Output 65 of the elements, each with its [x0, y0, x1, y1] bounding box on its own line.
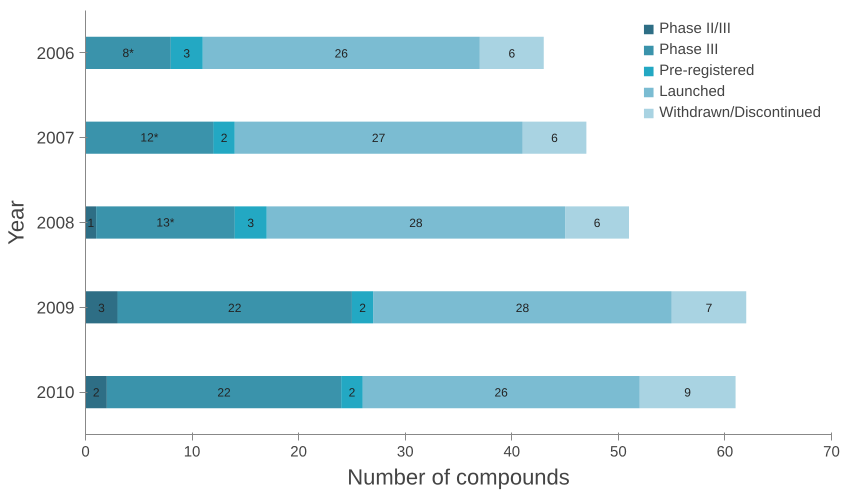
data-label: 12* — [140, 130, 159, 145]
data-label: 22 — [217, 386, 232, 400]
data-label: 28 — [516, 300, 530, 315]
data-label: 27 — [372, 131, 386, 146]
x-tick-label: 60 — [716, 444, 734, 460]
data-label: 3 — [98, 300, 106, 315]
data-label: 7 — [706, 300, 713, 315]
data-label: 2 — [220, 131, 228, 146]
bar — [96, 206, 235, 239]
x-tick-label: 50 — [610, 444, 627, 460]
bar — [640, 376, 736, 408]
bar — [86, 291, 118, 324]
legend-label: Pre-registered — [659, 62, 754, 79]
data-label: 26 — [494, 386, 508, 400]
bar — [86, 122, 214, 154]
legend-label: Phase III — [659, 41, 718, 58]
bar — [352, 291, 374, 324]
y-tick-label: 2009 — [36, 298, 75, 318]
bar — [266, 206, 566, 239]
bar — [362, 376, 640, 408]
bar — [672, 291, 746, 324]
x-tick-label: 10 — [184, 444, 200, 460]
data-label: 28 — [409, 216, 423, 230]
bar — [86, 36, 171, 70]
x-tick-label: 70 — [823, 444, 840, 460]
x-tick-label: 40 — [503, 444, 520, 460]
y-tick-label: 2006 — [36, 44, 75, 63]
data-label: 1 — [87, 216, 94, 230]
bar — [202, 36, 480, 70]
data-label: 13* — [156, 216, 175, 230]
bar — [213, 122, 235, 154]
data-label: 6 — [594, 216, 601, 230]
bar — [341, 376, 363, 408]
legend-label: Withdrawn/Discontinued — [659, 104, 821, 121]
data-label: 9 — [684, 386, 692, 400]
bar — [117, 291, 352, 324]
bar — [565, 206, 630, 239]
data-label: 6 — [551, 131, 558, 146]
legend-label: Phase II/III — [659, 20, 731, 37]
y-axis-title: Year — [4, 200, 29, 245]
bar — [234, 122, 522, 154]
y-tick-label: 2008 — [36, 214, 75, 232]
data-label: 2 — [348, 386, 356, 400]
x-tick-label: 20 — [290, 444, 307, 460]
data-label: 3 — [183, 46, 190, 60]
bar — [170, 36, 203, 70]
x-axis-title: Number of compounds — [347, 464, 570, 490]
legend-label: Launched — [659, 83, 726, 100]
y-tick-label: 2007 — [36, 128, 75, 148]
bar — [480, 36, 544, 70]
y-tick-label: 2010 — [36, 383, 75, 402]
x-tick-label: 30 — [396, 444, 414, 460]
data-label: 8* — [122, 46, 134, 60]
x-tick-label: 0 — [81, 444, 90, 460]
bar — [373, 291, 672, 324]
bar — [234, 206, 267, 239]
data-label: 3 — [247, 216, 254, 230]
data-label: 22 — [228, 300, 242, 315]
data-label: 2 — [359, 300, 366, 315]
data-label: 6 — [508, 46, 516, 60]
data-label: 2 — [92, 386, 100, 400]
bar — [522, 122, 586, 154]
bar — [106, 376, 342, 408]
data-label: 26 — [334, 46, 348, 60]
bar — [86, 376, 107, 408]
